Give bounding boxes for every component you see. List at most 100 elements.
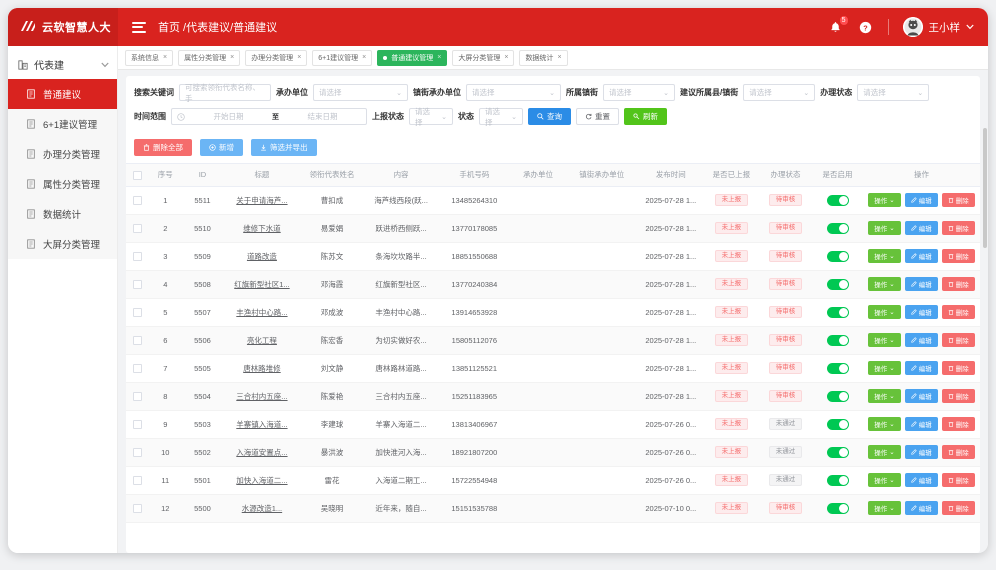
enable-toggle[interactable]	[826, 474, 849, 486]
row-checkbox[interactable]	[133, 391, 143, 401]
op-dropdown-button[interactable]: 操作 ⌄	[868, 305, 901, 319]
question-circle-icon[interactable]: ?	[858, 19, 874, 35]
close-icon[interactable]: ×	[362, 54, 367, 61]
tab-banlifenlei[interactable]: 办理分类管理 ×	[245, 49, 308, 66]
table-container[interactable]: 序号 ID 标题 领衔代表姓名 内容 手机号码 承办单位 镇街承办单位 发布时间…	[126, 163, 980, 553]
edit-button[interactable]: 编辑	[904, 361, 938, 375]
op-dropdown-button[interactable]: 操作 ⌄	[868, 389, 901, 403]
row-checkbox-cell[interactable]	[126, 466, 150, 495]
tab-putongjianyi[interactable]: 普通建议管理 ×	[377, 49, 448, 66]
table-row[interactable]: 12 5500 水源改造1... 吴晓明 近年来，随自... 15151535788 202…	[126, 494, 980, 523]
title-link[interactable]: 加快入海道二...	[236, 475, 288, 485]
edit-button[interactable]: 编辑	[904, 417, 938, 431]
sidebar-item-shuxingfenlei[interactable]: 属性分类管理	[8, 169, 117, 199]
enable-toggle[interactable]	[826, 306, 849, 318]
row-checkbox-cell[interactable]	[126, 382, 150, 411]
title-link[interactable]: 入海道安置点...	[236, 447, 288, 457]
town-handler-select[interactable]: 请选择 ⌄	[466, 84, 561, 101]
row-checkbox[interactable]	[133, 307, 143, 317]
table-row[interactable]: 11 5501 加快入海道二... 雷花 入海道二期工... 15722554948 202…	[126, 466, 980, 495]
row-checkbox[interactable]	[133, 251, 143, 261]
delete-button[interactable]: 删除	[941, 361, 975, 375]
delete-button[interactable]: 删除	[941, 193, 975, 207]
filter-export-button[interactable]: 筛选并导出	[251, 139, 317, 156]
tab-dapingfenlei[interactable]: 大屏分类管理 ×	[452, 49, 515, 66]
refresh-button[interactable]: 刷新	[624, 108, 667, 125]
title-link[interactable]: 道路改造	[246, 251, 277, 261]
cell-enabled[interactable]	[812, 186, 864, 215]
table-row[interactable]: 2 5510 维修下水道 易爱娟 跃进桥西侧跃... 13770178085 2025-07…	[126, 214, 980, 243]
title-link[interactable]: 唐林路堆修	[243, 363, 281, 373]
enable-toggle[interactable]	[826, 278, 849, 290]
row-checkbox[interactable]	[133, 223, 143, 233]
bell-icon[interactable]: 5	[828, 15, 849, 35]
enable-toggle[interactable]	[826, 362, 849, 374]
title-link[interactable]: 三合村内五座...	[236, 391, 288, 401]
row-checkbox-cell[interactable]	[126, 186, 150, 215]
cell-enabled[interactable]	[812, 242, 864, 271]
table-row[interactable]: 8 5504 三合村内五座... 陈爱艳 三合村内五座... 15251183965 202…	[126, 382, 980, 411]
row-checkbox-cell[interactable]	[126, 410, 150, 439]
search-input[interactable]: 可搜索领衔代表名称、手	[179, 83, 271, 103]
enable-toggle[interactable]	[826, 418, 849, 430]
brand-logo-area[interactable]: 云软智慧人大	[8, 8, 118, 46]
op-dropdown-button[interactable]: 操作 ⌄	[868, 501, 901, 515]
row-checkbox[interactable]	[133, 363, 143, 373]
table-row[interactable]: 9 5503 羊寨镇入海道... 李建球 羊寨入海道二... 13813406967 202…	[126, 410, 980, 439]
process-status-select[interactable]: 请选择 ⌄	[857, 84, 930, 101]
row-checkbox[interactable]	[133, 195, 143, 205]
op-dropdown-button[interactable]: 操作 ⌄	[868, 361, 901, 375]
row-checkbox-cell[interactable]	[126, 242, 150, 271]
cell-enabled[interactable]	[812, 214, 864, 243]
reset-button[interactable]: 重置	[576, 108, 619, 125]
tab-xitongxinxi[interactable]: 系统信息 ×	[125, 49, 174, 66]
delete-button[interactable]: 删除	[941, 417, 975, 431]
delete-button[interactable]: 删除	[941, 305, 975, 319]
enable-toggle[interactable]	[826, 390, 849, 402]
row-checkbox[interactable]	[133, 503, 143, 513]
cell-enabled[interactable]	[812, 298, 864, 327]
enable-toggle[interactable]	[826, 446, 849, 458]
enable-toggle[interactable]	[826, 250, 849, 262]
delete-button[interactable]: 删除	[941, 501, 975, 515]
table-row[interactable]: 4 5508 红旗新型社区1... 邓海霞 红旗新型社区... 13770240384 20…	[126, 270, 980, 299]
date-range-picker[interactable]: 开始日期 至 结束日期	[171, 108, 367, 125]
row-checkbox[interactable]	[133, 447, 143, 457]
status-select[interactable]: 请选择 ⌄	[479, 107, 523, 127]
enable-toggle[interactable]	[826, 334, 849, 346]
row-checkbox[interactable]	[133, 419, 143, 429]
close-icon[interactable]: ×	[230, 54, 235, 61]
close-icon[interactable]: ×	[557, 54, 562, 61]
delete-button[interactable]: 删除	[941, 473, 975, 487]
row-checkbox[interactable]	[133, 279, 143, 289]
title-link[interactable]: 羊寨镇入海道...	[236, 419, 288, 429]
edit-button[interactable]: 编辑	[904, 389, 938, 403]
op-dropdown-button[interactable]: 操作 ⌄	[868, 249, 901, 263]
cell-enabled[interactable]	[812, 326, 864, 355]
edit-button[interactable]: 编辑	[904, 305, 938, 319]
title-link[interactable]: 维修下水道	[243, 223, 281, 233]
cell-enabled[interactable]	[812, 466, 864, 495]
edit-button[interactable]: 编辑	[904, 501, 938, 515]
title-link[interactable]: 水源改造1...	[241, 503, 283, 513]
title-link[interactable]: 红旗新型社区1...	[234, 279, 290, 289]
delete-button[interactable]: 删除	[941, 277, 975, 291]
op-dropdown-button[interactable]: 操作 ⌄	[868, 445, 901, 459]
close-icon[interactable]: ×	[504, 54, 509, 61]
table-row[interactable]: 3 5509 道路改造 陈苏文 条海坎坎路半... 18851550688 2025-07-…	[126, 242, 980, 271]
user-menu[interactable]: 王小样	[902, 17, 975, 37]
row-checkbox-cell[interactable]	[126, 438, 150, 467]
close-icon[interactable]: ×	[163, 54, 168, 61]
enable-toggle[interactable]	[826, 222, 849, 234]
delete-button[interactable]: 删除	[941, 389, 975, 403]
close-icon[interactable]: ×	[437, 54, 442, 61]
add-button[interactable]: 新增	[200, 139, 243, 156]
cell-enabled[interactable]	[812, 438, 864, 467]
row-checkbox[interactable]	[133, 475, 143, 485]
sidebar-item-6plus1[interactable]: 6+1建议管理	[8, 109, 117, 139]
sidebar-item-putongjianyi[interactable]: 普通建议	[8, 79, 117, 109]
title-link[interactable]: 关于申请海芦...	[236, 195, 288, 205]
tab-6plus1[interactable]: 6+1建议管理 ×	[312, 49, 373, 66]
sidebar-group-header[interactable]: 代表建	[8, 50, 117, 79]
search-button[interactable]: 查询	[528, 108, 571, 125]
